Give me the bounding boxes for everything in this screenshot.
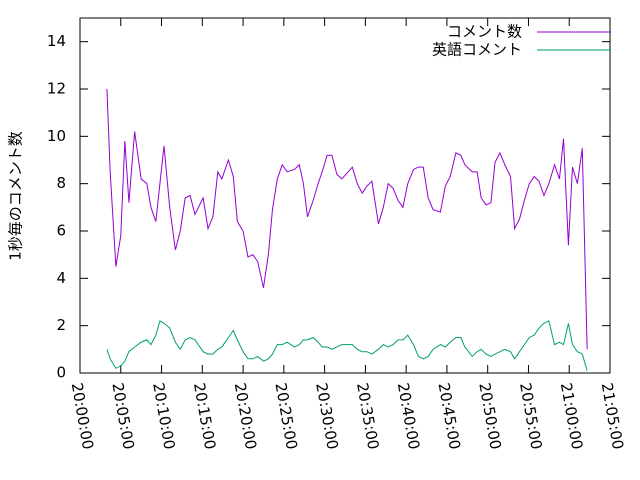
- y-tick-label: 8: [56, 174, 66, 192]
- x-tick-label: 20:40:00: [394, 381, 423, 450]
- x-tick-label: 20:15:00: [190, 381, 219, 450]
- y-axis-label: 1秒毎のコメント数: [7, 131, 25, 261]
- legend-label: 英語コメント: [432, 41, 522, 59]
- legend-label: コメント数: [447, 23, 522, 41]
- x-tick-label: 20:30:00: [312, 381, 341, 450]
- x-tick-label: 20:00:00: [68, 381, 97, 450]
- y-tick-label: 4: [56, 269, 66, 287]
- x-tick-label: 20:55:00: [516, 381, 545, 450]
- series-line: [106, 88, 588, 350]
- y-tick-label: 10: [47, 127, 66, 145]
- plot-frame: [79, 17, 611, 374]
- series-line: [106, 320, 588, 371]
- x-tick-label: 20:45:00: [435, 381, 464, 450]
- y-tick-label: 6: [56, 222, 66, 240]
- x-tick-label: 20:25:00: [271, 381, 300, 450]
- x-tick-label: 20:05:00: [108, 381, 137, 450]
- y-tick-label: 14: [47, 32, 66, 50]
- x-tick-label: 21:00:00: [557, 381, 586, 450]
- x-tick-label: 20:50:00: [475, 381, 504, 450]
- y-tick-label: 12: [47, 80, 66, 98]
- y-tick-label: 0: [56, 364, 66, 382]
- x-tick-label: 20:10:00: [149, 381, 178, 450]
- x-tick-label: 21:05:00: [598, 381, 627, 450]
- y-tick-label: 2: [56, 316, 66, 334]
- x-tick-label: 20:35:00: [353, 381, 382, 450]
- x-tick-label: 20:20:00: [231, 381, 260, 450]
